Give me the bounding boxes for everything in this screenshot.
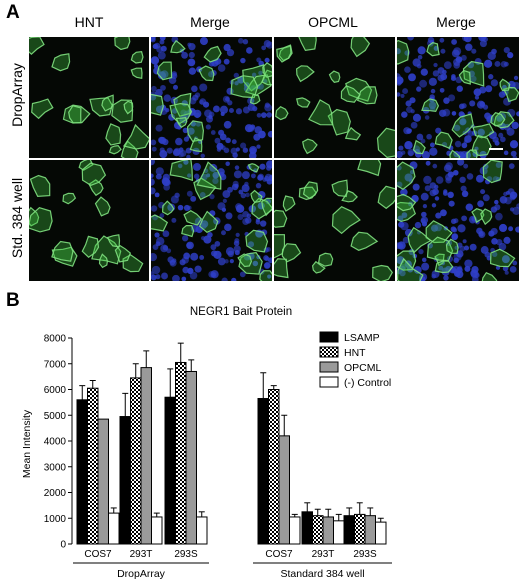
y-tick-label: 2000 (44, 488, 67, 499)
y-tick-label: 4000 (44, 437, 67, 448)
bar-hnt (312, 515, 324, 545)
bar-opcml (278, 435, 290, 545)
micrograph-std384-hnt-merge (151, 160, 272, 281)
micrograph-droparray-opcml (274, 37, 395, 158)
bar-lsamp (343, 515, 355, 545)
bar-hnt (130, 377, 142, 545)
bar-lsamp (164, 396, 176, 545)
micrograph-std384-opcml (274, 160, 395, 281)
micrograph-grid (29, 37, 519, 281)
y-axis-label: Mean Intensity (21, 409, 33, 478)
legend-label: LSAMP (344, 332, 380, 344)
scale-bar (489, 148, 503, 150)
bar-lsamp (119, 416, 131, 545)
legend-swatch (319, 361, 339, 373)
chart-title: NEGR1 Bait Protein (190, 306, 292, 318)
y-tick-label: 3000 (44, 462, 67, 473)
bar-control (375, 521, 387, 545)
micrograph-std384-opcml-merge (397, 160, 519, 281)
y-tick-label: 1000 (44, 514, 67, 525)
x-category-label: 293T (312, 549, 335, 560)
column-header-merge-2: Merge (436, 14, 476, 30)
bar-control (196, 516, 208, 545)
bar-hnt (268, 389, 280, 545)
bar-lsamp (301, 511, 313, 545)
panel-b-letter: B (6, 290, 20, 311)
row-label-std-384-well: Std. 384 well (9, 177, 25, 259)
bar-opcml (364, 515, 376, 545)
bar-opcml (322, 516, 334, 545)
y-tick-label: 7000 (44, 359, 67, 370)
x-category-label: COS7 (84, 549, 112, 560)
bar-opcml (97, 418, 109, 545)
y-tick-label: 6000 (44, 385, 67, 396)
x-category-label: 293T (130, 549, 153, 560)
column-header-opcml: OPCML (308, 14, 358, 30)
bar-hnt (175, 361, 187, 545)
bar-opcml (140, 367, 152, 545)
micrograph-droparray-hnt (29, 37, 149, 158)
group-label: Standard 384 well (280, 568, 364, 580)
bar-hnt (354, 513, 366, 545)
column-header-merge-1: Merge (190, 14, 230, 30)
micrograph-droparray-hnt-merge (151, 37, 272, 158)
legend-swatch (319, 346, 339, 358)
micrograph-droparray-opcml-merge (397, 37, 519, 158)
panel-a-letter: A (6, 2, 20, 23)
x-category-label: COS7 (265, 549, 293, 560)
row-label-droparray: DropArray (9, 63, 25, 127)
y-tick-label: 0 (60, 540, 66, 551)
bar-lsamp (257, 398, 269, 545)
column-header-hnt: HNT (74, 14, 104, 30)
micrograph-std384-hnt (29, 160, 149, 281)
x-category-label: 293S (353, 549, 377, 560)
bar-hnt (87, 387, 99, 545)
bar-opcml (185, 370, 197, 545)
group-label: DropArray (117, 568, 166, 580)
legend-label: (-) Control (344, 377, 391, 389)
bar-control (151, 516, 163, 545)
bar-control (108, 512, 120, 545)
legend-label: HNT (344, 347, 366, 359)
legend-label: OPCML (344, 362, 382, 374)
y-tick-label: 8000 (44, 334, 67, 345)
legend-swatch (319, 331, 339, 343)
bar-control (289, 516, 301, 545)
x-category-label: 293S (174, 549, 198, 560)
bar-lsamp (76, 399, 88, 545)
bar-control (333, 520, 345, 545)
bar-chart: NEGR1 Bait Protein Mean Intensity 0 1000 2… (21, 306, 392, 580)
y-tick-label: 5000 (44, 411, 67, 422)
legend-swatch (319, 376, 339, 388)
